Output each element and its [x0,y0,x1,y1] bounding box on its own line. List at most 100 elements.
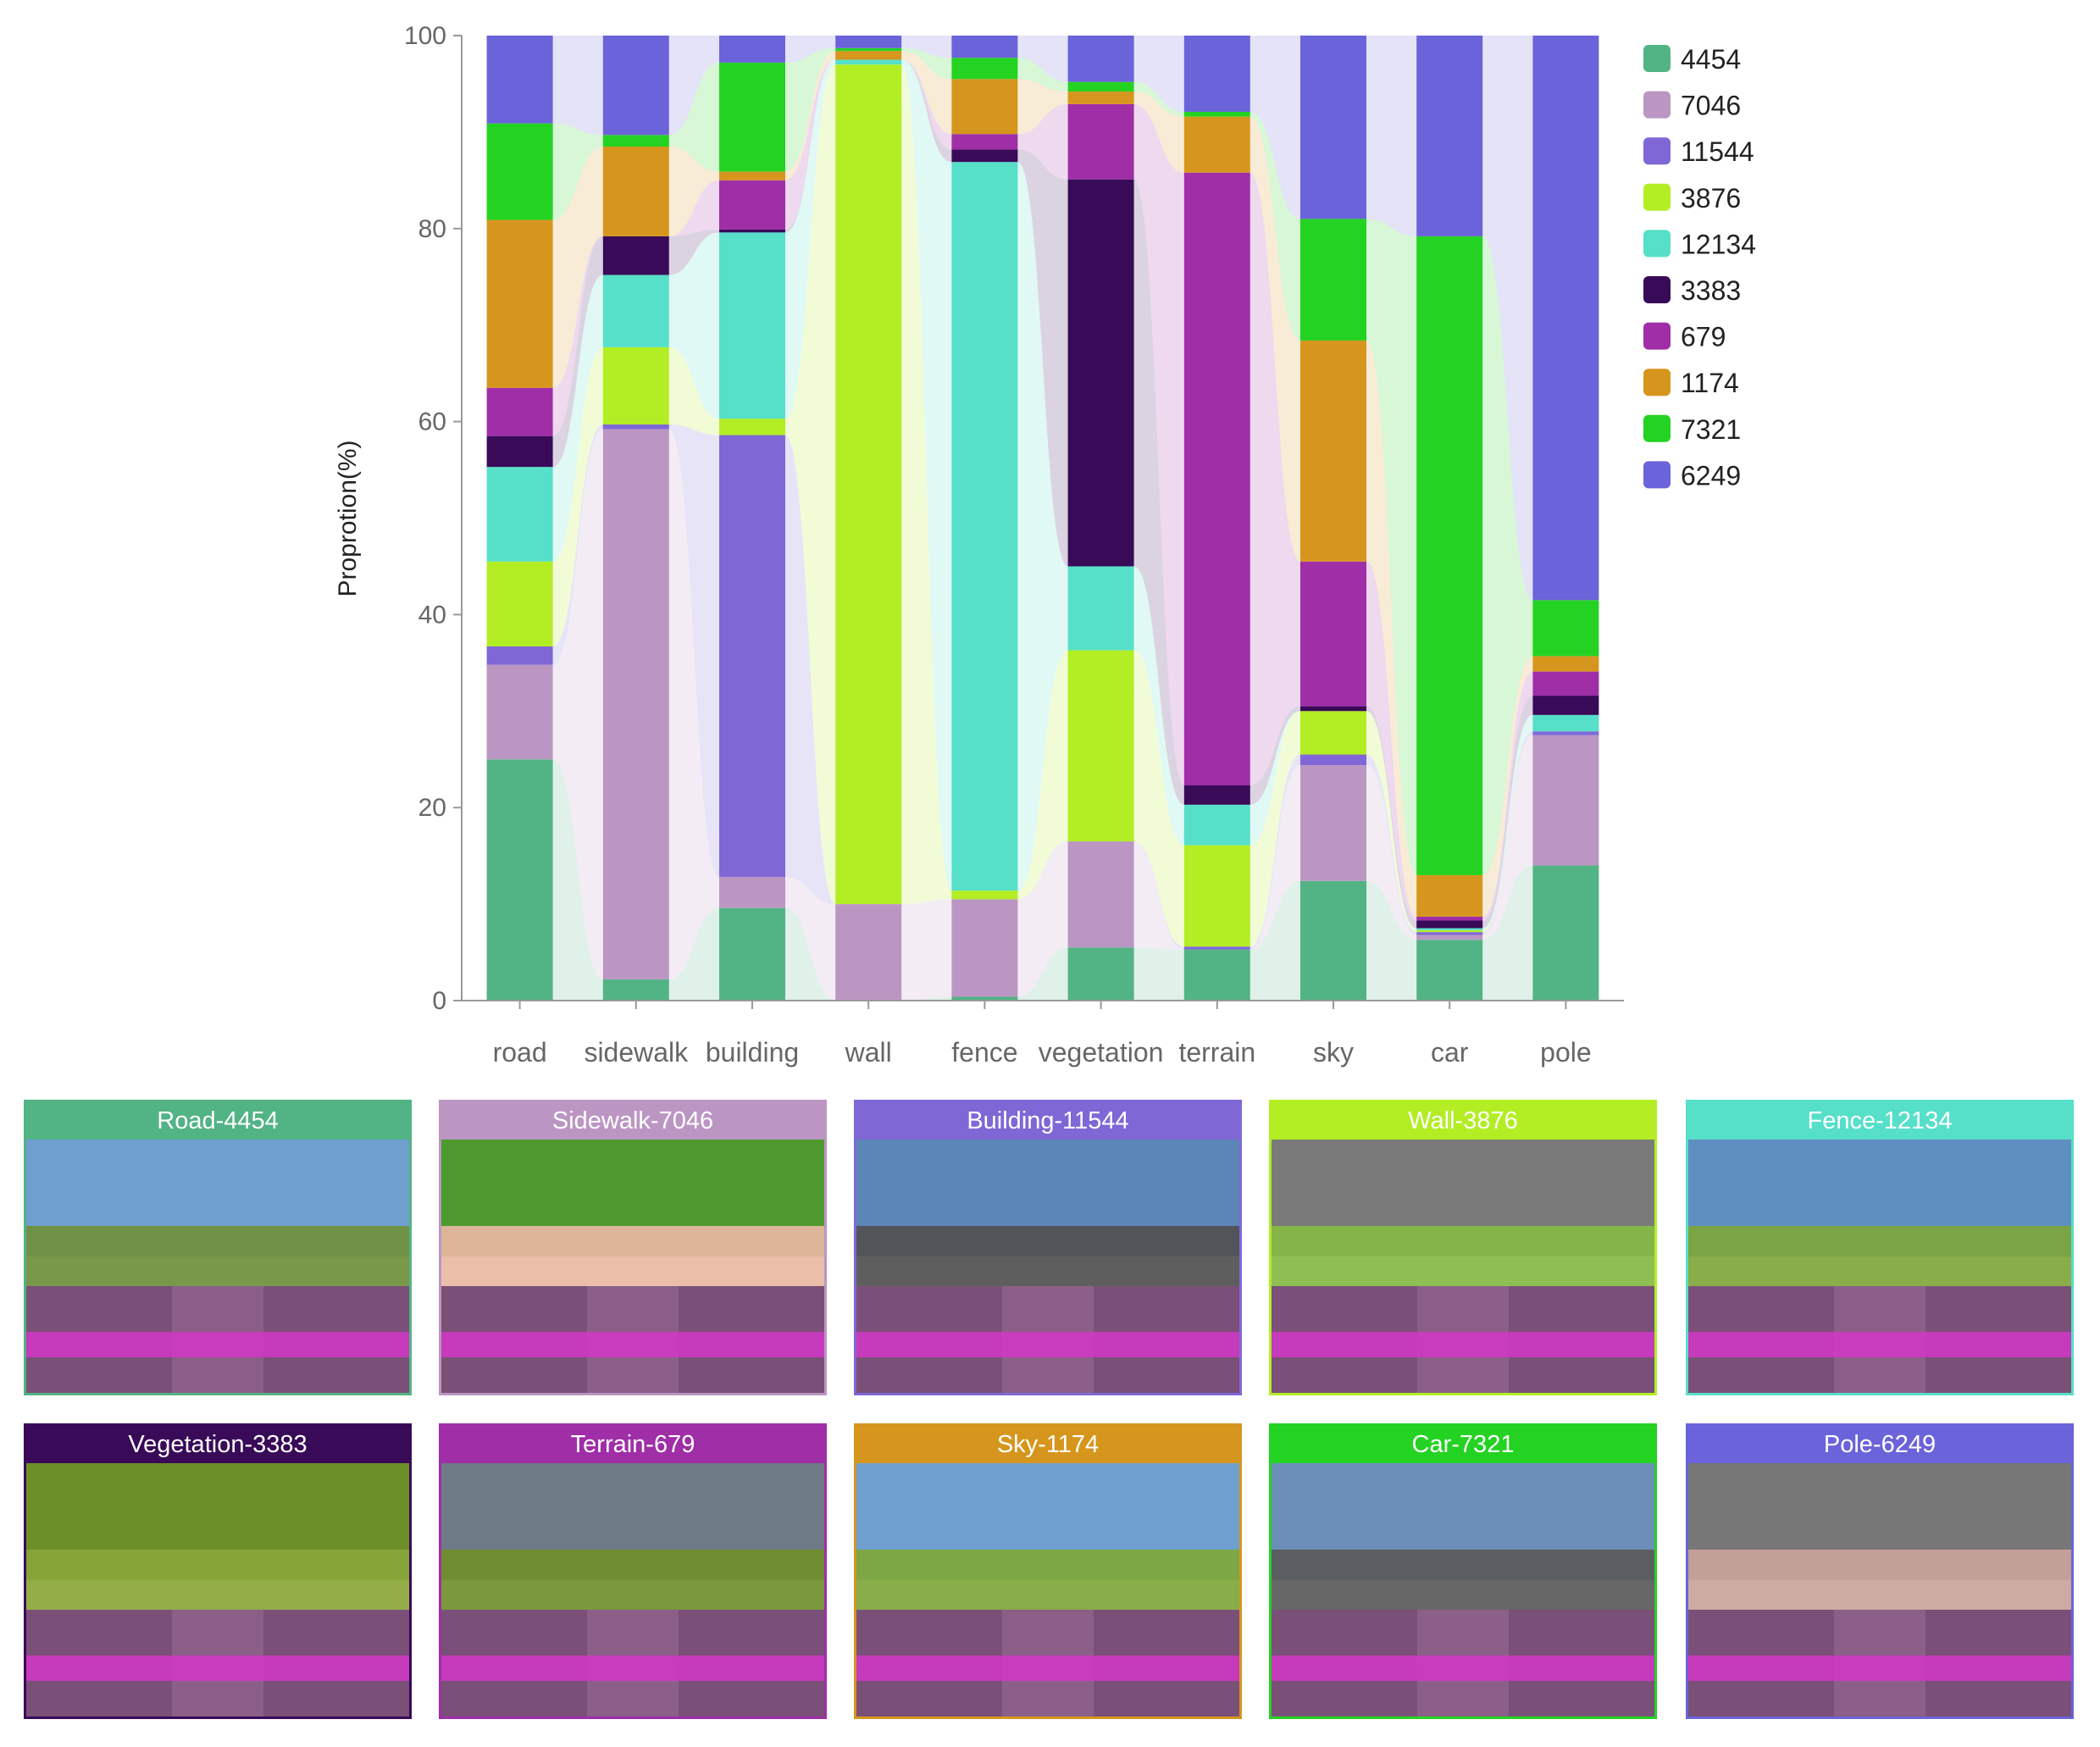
scene-sidewalk-region [1688,1655,2071,1682]
legend-swatch-7046 [1643,91,1671,119]
flow-ribbon-7046 [1366,765,1417,940]
bar-segment-sidewalk-7321 [602,135,669,147]
scene-sidewalk-region [26,1655,409,1682]
flow-ribbon-3876 [552,347,603,646]
bar-segment-sky-679 [1300,561,1366,707]
legend: 4454 7046 11544 3876 12134 3383 679 1174 7321 624… [1643,44,1756,491]
stacked-bar-chart: 0 20 40 60 80 100 road sidewalk building wall fen… [334,22,1756,1068]
flow-ribbon-3383 [901,59,952,163]
bar-segment-building-1174 [719,171,785,180]
bar-segment-fence-7046 [951,899,1018,997]
thumbnail-title: Pole-6249 [1688,1426,2071,1463]
bar-segment-road-3383 [486,435,553,468]
bar-segment-vegetation-1174 [1067,92,1134,104]
y-tick-label: 0 [432,987,446,1015]
flow-ribbon-679 [1482,671,1533,921]
bar-segment-sidewalk-12134 [602,275,669,347]
bar-segment-sky-3383 [1300,706,1366,712]
segmentation-image [26,1140,409,1393]
legend-label-7046: 7046 [1681,91,1741,121]
flow-ribbon-4454 [552,759,603,1001]
flow-ribbon-7046 [668,429,719,979]
thumbnail-title: Fence-12134 [1688,1102,2071,1140]
bar-segment-sidewalk-6249 [602,36,669,136]
thumbnail-title: Terrain-679 [441,1426,824,1463]
bar-segment-vegetation-12134 [1067,566,1134,651]
flow-ribbon-1174 [552,146,603,388]
bar-segment-terrain-7321 [1183,111,1250,117]
x-tick-label-sidewalk: sidewalk [584,1037,689,1068]
flow-ribbon-3383 [552,236,603,468]
bar-segment-wall-1174 [835,51,902,60]
bar-segment-road-4454 [486,759,553,1001]
flow-ribbon-4454 [668,907,719,1001]
flow-ribbon-7046 [1482,735,1533,940]
flow-ribbon-7321 [552,123,603,220]
bar-segment-pole-7321 [1532,600,1599,657]
flow-ribbon-7046 [552,429,603,979]
segmentation-image [441,1463,824,1716]
thumbnail-terrain: Terrain-679 [439,1423,827,1719]
scene-sidewalk-region [856,1655,1239,1682]
legend-swatch-3876 [1643,183,1671,211]
bar-segment-fence-3383 [951,149,1018,163]
bar-segment-terrain-679 [1183,172,1250,786]
flow-ribbon-3876 [1249,711,1300,947]
y-ticks: 0 20 40 60 80 100 [404,22,462,1015]
flow-ribbon-11544 [1133,841,1184,950]
flow-ribbon-3876 [1017,650,1068,900]
flow-ribbon-4454 [901,996,952,1001]
legend-label-11544: 11544 [1681,136,1754,167]
bar-segment-terrain-12134 [1183,804,1250,846]
flow-ribbon-7321 [901,47,952,80]
bar-segment-terrain-3383 [1183,785,1250,805]
segmentation-image [441,1140,824,1393]
flow-ribbon-679 [1249,172,1300,786]
thumbnail-title: Sidewalk-7046 [441,1102,824,1140]
axes [461,36,1624,1001]
bar-segment-pole-7046 [1532,735,1599,866]
bar-segment-car-11544 [1416,932,1483,935]
flow-ribbon-12134 [785,59,836,419]
flow-ribbon-6249 [1366,36,1417,236]
flow-ribbon-6249 [785,36,836,63]
flow-ribbon-4454 [1366,880,1417,1001]
bar-segment-fence-3876 [951,890,1018,900]
scene-sidewalk-region [1272,1332,1654,1358]
bar-segment-car-12134 [1416,928,1483,930]
flow-ribbon-679 [901,59,952,150]
bar-segment-fence-1174 [951,79,1018,135]
flow-ribbon-679 [1133,103,1184,786]
legend-label-4454: 4454 [1681,44,1741,75]
flow-ribbon-3876 [668,347,719,435]
thumbnail-title: Vegetation-3383 [26,1426,409,1463]
legend-label-3383: 3383 [1681,275,1741,306]
legend-label-3876: 3876 [1681,183,1741,214]
x-tick-label-sky: sky [1313,1037,1354,1068]
thumbnail-road: Road-4454 [24,1100,412,1395]
thumbnail-fence: Fence-12134 [1686,1100,2074,1395]
flow-ribbon-3876 [1366,711,1417,933]
flow-ribbon-679 [552,236,603,436]
bar-segment-terrain-11544 [1183,946,1250,950]
segmentation-image [1688,1140,2071,1393]
flow-ribbon-1174 [785,51,836,180]
flow-ribbon-3876 [901,64,952,905]
flow-ribbon-1174 [1133,92,1184,173]
x-tick-labels: road sidewalk building wall fence vegetation t… [493,1001,1592,1068]
bar-segment-wall-7321 [835,47,902,52]
flow-ribbon-679 [1017,103,1068,180]
bar-segment-wall-7046 [835,904,902,1001]
bar-segment-pole-3383 [1532,696,1599,715]
x-tick-label-fence: fence [951,1037,1017,1068]
flow-ribbon-3383 [1017,149,1068,567]
bar-segment-pole-11544 [1532,731,1599,735]
flow-ribbon-12134 [1249,711,1300,846]
bar-segment-sky-7046 [1300,765,1366,881]
flow-ribbon-4454 [1482,865,1533,1001]
bar-segment-fence-12134 [951,162,1018,891]
segmentation-image [1272,1140,1654,1393]
bar-segment-building-6249 [719,36,785,63]
flow-ribbon-11544 [552,424,603,665]
bar-segment-sky-6249 [1300,36,1366,219]
